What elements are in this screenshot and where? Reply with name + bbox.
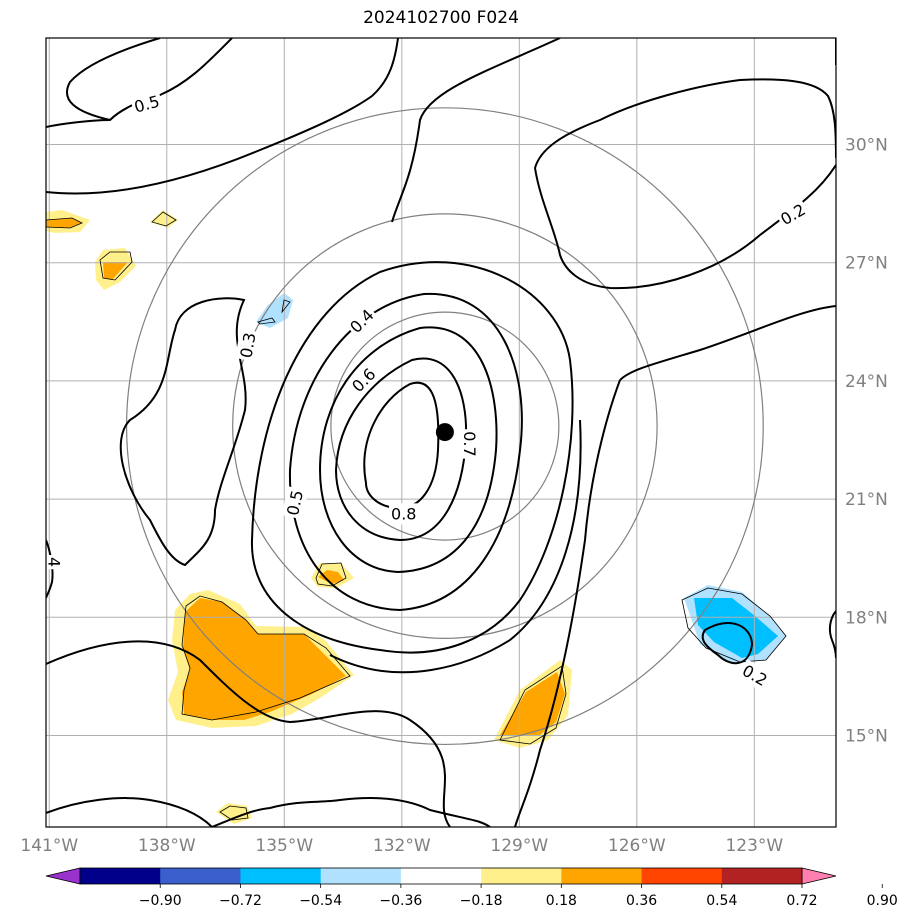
contour-label: 4 — [45, 557, 64, 567]
contour-label-bg — [736, 659, 773, 692]
range-ring — [125, 107, 764, 746]
shade-orange-b — [103, 262, 128, 280]
contour-east-lower2 — [514, 379, 621, 827]
lon-tick-label: 126°W — [608, 836, 666, 856]
colorbar-extend-min — [45, 867, 81, 885]
colorbar-tick-label: 0.72 — [786, 893, 817, 909]
colorbar-tick-label: −0.72 — [219, 893, 262, 909]
grid-lines — [46, 38, 836, 827]
contour-right-edge — [828, 610, 836, 659]
contour-label-bg — [344, 303, 380, 339]
colorbar-segment — [481, 868, 562, 884]
contour-left-edge — [46, 539, 54, 599]
lon-tick-label: 135°W — [255, 836, 313, 856]
storm-center-marker — [435, 423, 454, 442]
contour-label-bg — [458, 429, 480, 459]
colorbar-tick-label: 0.54 — [706, 893, 737, 909]
lat-tick-label: 24°N — [845, 372, 888, 392]
contour-label: 0.5 — [132, 92, 162, 117]
lon-tick-label: 132°W — [373, 836, 431, 856]
shading-outlines — [46, 211, 787, 821]
contour-0.2 — [534, 78, 836, 169]
contour-label-bg — [129, 90, 164, 119]
contour-east-lower — [619, 305, 836, 381]
contour-label-bg — [346, 362, 382, 399]
shade-blue-e — [694, 598, 778, 658]
colorbar-segment — [721, 868, 803, 884]
contour-0.4b — [329, 419, 582, 674]
contour-0.2-small — [701, 622, 754, 665]
contour-0.5-loop — [65, 38, 161, 121]
contour-outer-bottom — [46, 797, 213, 827]
contour-label: 0.6 — [348, 364, 379, 395]
range-ring — [330, 311, 560, 541]
latitude-labels: 15°N 18°N 21°N 24°N 27°N 30°N — [845, 136, 888, 747]
lat-tick-label: 27°N — [845, 254, 888, 274]
contour-0.5 — [288, 292, 523, 612]
contour-label-bg — [774, 198, 812, 232]
lon-tick-label: 123°W — [725, 836, 783, 856]
contour-label-bg — [389, 503, 419, 525]
colorbar-tick-label: −0.90 — [139, 893, 182, 909]
contour-0.3 — [119, 297, 247, 567]
shade-orange-big — [182, 598, 346, 720]
colorbar-segment — [561, 868, 643, 884]
map-frame — [45, 37, 837, 828]
colorbar-segment — [400, 868, 482, 884]
colorbar-segment — [240, 868, 322, 884]
colorbar-segment — [320, 868, 402, 884]
colorbar-tick-label: −0.54 — [299, 893, 342, 909]
colorbar-tick-label: 0.36 — [626, 893, 657, 909]
contour-label: 0.3 — [236, 331, 259, 359]
range-ring — [232, 213, 658, 639]
colorbar-tick-label: 0.90 — [867, 893, 898, 909]
shade-orange-west — [46, 218, 82, 228]
lat-tick-label: 30°N — [845, 136, 888, 156]
colorbar-outline — [79, 867, 803, 885]
colorbar-tick-label: 0.18 — [546, 893, 577, 909]
map-area: 0.80.70.60.50.40.30.50.20.24 — [45, 38, 836, 827]
contour-label: 0.5 — [283, 488, 307, 517]
range-rings — [125, 107, 764, 746]
lat-tick-label: 21°N — [845, 490, 888, 510]
lat-tick-label: 18°N — [845, 608, 888, 628]
contour-label-bg — [281, 486, 309, 520]
contour-lines — [46, 38, 836, 827]
contour-0.4 — [250, 261, 574, 654]
lon-tick-label: 141°W — [20, 836, 78, 856]
chart-title: 2024102700 F024 — [363, 8, 519, 28]
colorbar-tick-label: −0.18 — [460, 893, 503, 909]
colorbar-segment — [641, 868, 723, 884]
colorbar-segment — [160, 868, 241, 884]
colorbar-segment — [80, 868, 161, 884]
contour-label-bg — [46, 555, 65, 570]
lon-tick-label: 129°W — [490, 836, 548, 856]
shade-orange-mid — [318, 570, 344, 584]
lon-tick-label: 138°W — [138, 836, 196, 856]
colorbar-extend-max — [801, 867, 837, 885]
contour-mid — [46, 38, 399, 195]
contour-label: 0.7 — [460, 431, 479, 456]
contour-label: 0.4 — [346, 305, 377, 336]
contour-east — [391, 38, 561, 223]
shade-blue-light — [256, 293, 293, 328]
longitude-labels: 141°W 138°W 135°W 132°W 129°W 126°W 123°W — [20, 836, 783, 856]
contour-label-bg — [235, 328, 261, 362]
contour-outer-left — [211, 797, 491, 827]
contour-label: 0.8 — [391, 504, 416, 523]
colorbar-tick-label: −0.36 — [379, 893, 422, 909]
contour-spiral — [46, 640, 451, 827]
contour-0.6 — [318, 326, 498, 574]
lat-tick-label: 15°N — [845, 727, 888, 747]
colorbar: −0.90 −0.72 −0.54 −0.36 −0.18 0.18 0.36 0.54 0.7… — [45, 867, 898, 909]
